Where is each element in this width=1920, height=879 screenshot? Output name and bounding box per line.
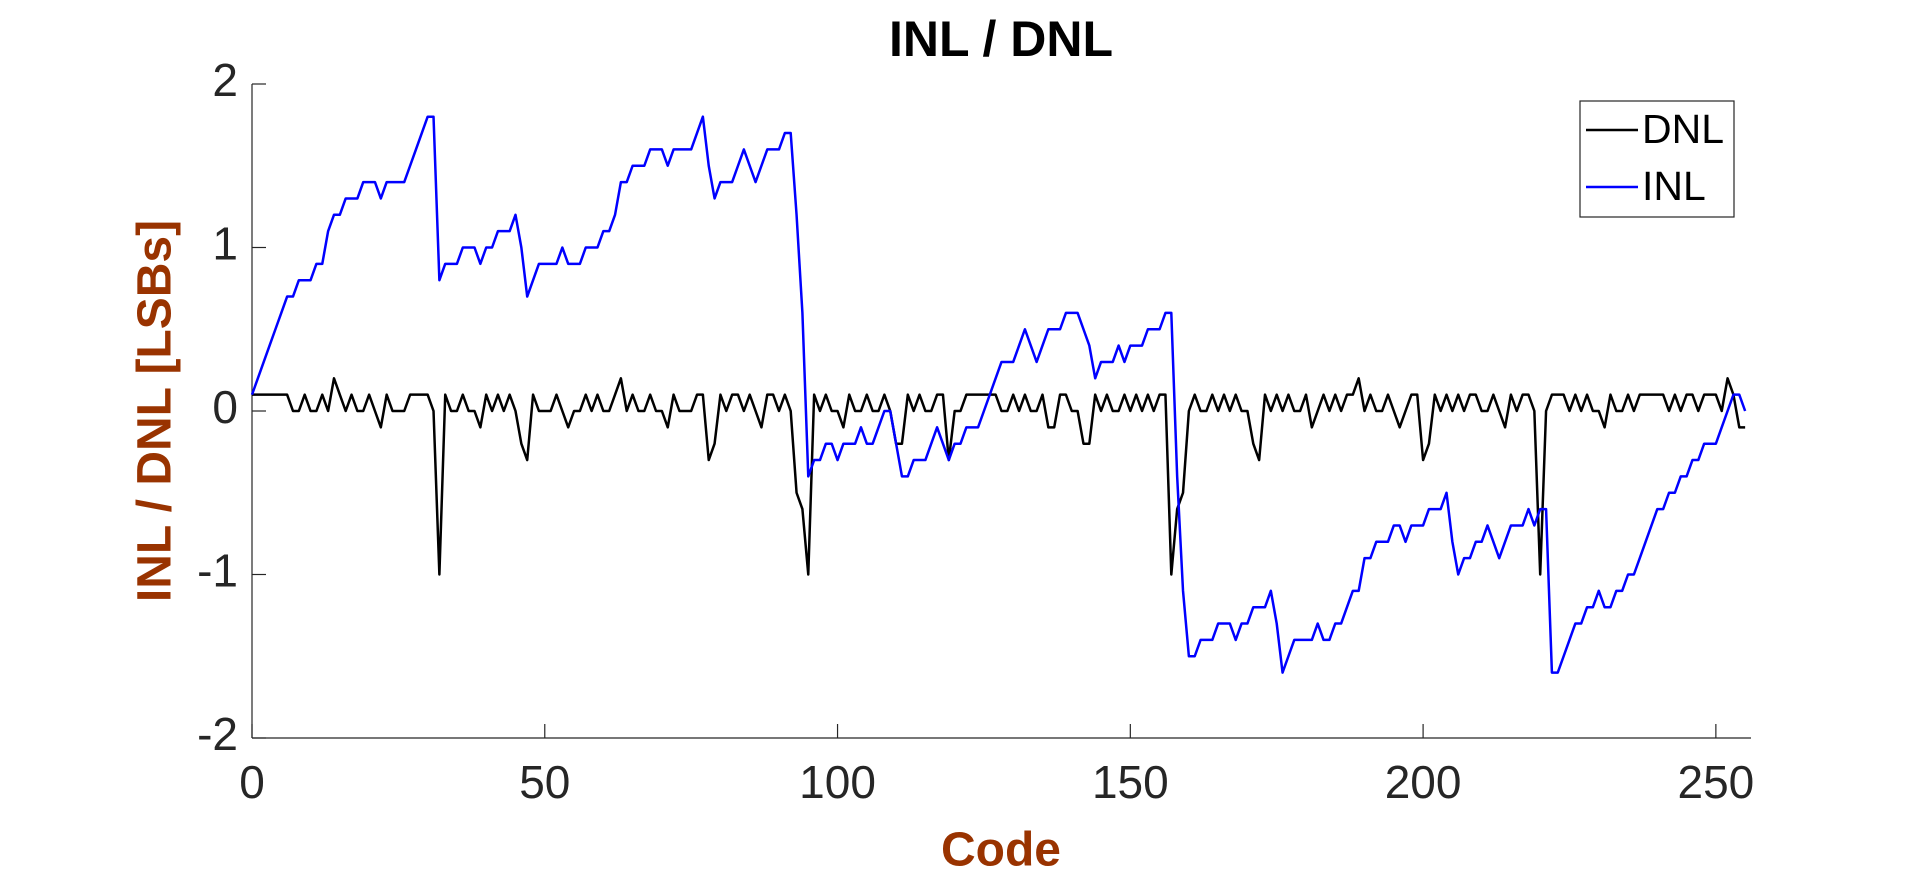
x-tick-label: 150 <box>1092 756 1169 808</box>
y-tick-label: 1 <box>212 218 238 270</box>
y-tick-label: -1 <box>197 545 238 597</box>
y-tick-label: 0 <box>212 381 238 433</box>
legend-box <box>1579 100 1735 218</box>
legend-label: DNL <box>1642 106 1724 152</box>
x-tick-label: 100 <box>799 756 876 808</box>
y-tick-label: 2 <box>212 54 238 106</box>
series-line <box>252 377 1746 576</box>
x-tick-label: 0 <box>239 756 265 808</box>
legend-label: INL <box>1642 163 1706 209</box>
y-tick-label: -2 <box>197 708 238 760</box>
series-line <box>250 115 1747 674</box>
legend: DNL INL <box>1579 100 1735 218</box>
chart-title: INL / DNL <box>889 11 1113 67</box>
y-axis-label: INL / DNL [LSBs] <box>129 220 182 602</box>
x-tick-label: 250 <box>1677 756 1754 808</box>
x-tick-label: 200 <box>1385 756 1462 808</box>
x-axis-label: Code <box>941 824 1061 877</box>
x-tick-label: 50 <box>519 756 570 808</box>
